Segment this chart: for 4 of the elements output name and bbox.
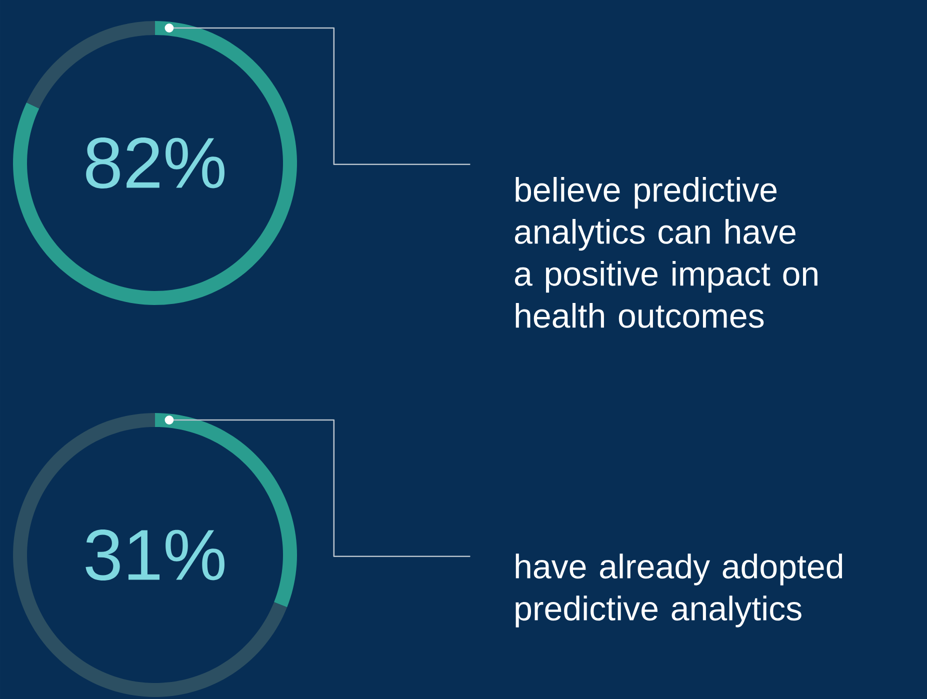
- text: have already adopted predictive analytics: [516, 554, 842, 628]
- data-label: 31%: [86, 529, 224, 580]
- data-label: 82%: [86, 137, 224, 188]
- text: believe predictive analytics can have a positive impact on health outcomes: [514, 176, 818, 328]
